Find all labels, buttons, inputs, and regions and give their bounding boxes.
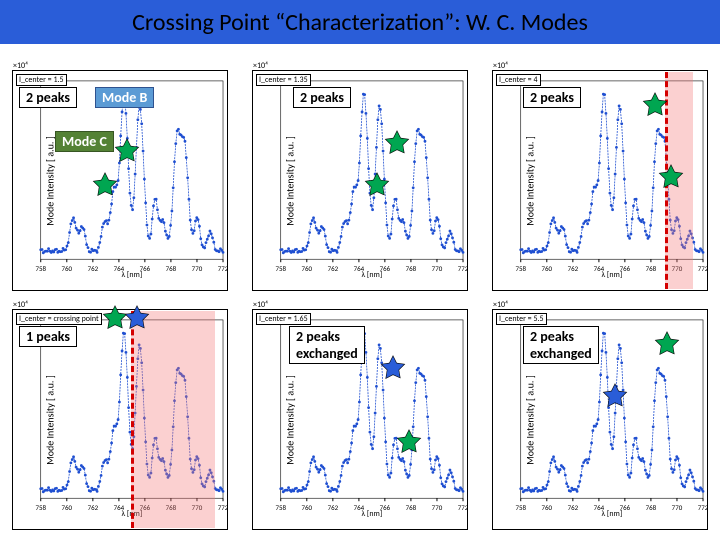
star-icon [653,330,681,358]
axis-exponent: ×10⁴ [13,61,28,71]
svg-text:λ [nm]: λ [nm] [601,270,622,279]
axis-exponent: ×10⁴ [253,300,268,310]
svg-text:λ [nm]: λ [nm] [601,509,622,518]
title-bar: Crossing Point “Characterization”: W. C.… [0,0,720,44]
panel-0-0: 758760762764766768770772λ [nm] ×10⁴Mode … [12,70,228,291]
panel-grid: 758760762764766768770772λ [nm] ×10⁴Mode … [12,70,708,530]
legend-chip: I_center = 4 [496,74,541,86]
svg-text:758: 758 [35,503,46,512]
axis-exponent: ×10⁴ [253,61,268,71]
panel-1-2: 758760762764766768770772λ [nm] ×10⁴Mode … [492,309,708,530]
annotation-label: Mode B [95,87,154,108]
svg-text:760: 760 [62,503,73,512]
svg-text:772: 772 [218,503,227,512]
svg-text:762: 762 [568,503,579,512]
y-axis-label: Mode Intensity [ a.u. ] [283,136,296,226]
y-axis-label: Mode Intensity [ a.u. ] [523,375,536,465]
svg-text:758: 758 [515,503,526,512]
svg-text:760: 760 [542,264,553,273]
svg-text:λ [nm]: λ [nm] [121,270,142,279]
star-icon [123,304,151,332]
annotation-label: 2 peaks exchanged [523,326,599,364]
legend-chip: I_center = 1.5 [16,74,67,86]
annotation-label: 1 peaks [19,326,77,347]
svg-text:760: 760 [302,503,313,512]
annotation-label: 2 peaks [293,87,351,108]
svg-text:772: 772 [218,264,227,273]
y-axis-label: Mode Intensity [ a.u. ] [43,375,56,465]
svg-text:λ [nm]: λ [nm] [361,270,382,279]
svg-text:758: 758 [35,264,46,273]
svg-text:772: 772 [698,503,707,512]
svg-text:758: 758 [515,264,526,273]
axis-exponent: ×10⁴ [493,300,508,310]
star-icon [601,382,629,410]
axis-exponent: ×10⁴ [493,61,508,71]
annotation-label: Mode C [55,131,114,152]
star-icon [383,129,411,157]
annotation-label: 2 peaks [523,87,581,108]
svg-text:760: 760 [302,264,313,273]
star-icon [379,354,407,382]
svg-text:772: 772 [458,264,467,273]
svg-text:762: 762 [568,264,579,273]
legend-chip: I_center = 1.35 [256,74,311,86]
page-title: Crossing Point “Characterization”: W. C.… [132,8,588,37]
svg-text:762: 762 [88,264,99,273]
svg-text:770: 770 [432,264,443,273]
svg-text:770: 770 [672,503,683,512]
svg-text:770: 770 [192,264,203,273]
star-icon [91,171,119,199]
y-axis-label: Mode Intensity [ a.u. ] [283,375,296,465]
svg-text:758: 758 [275,264,286,273]
svg-text:770: 770 [432,503,443,512]
svg-text:762: 762 [328,264,339,273]
legend-chip: I_center = 5.5 [496,313,547,325]
star-icon [113,137,141,165]
star-icon [657,163,685,191]
svg-text:762: 762 [88,503,99,512]
y-axis-label: Mode Intensity [ a.u. ] [523,136,536,226]
svg-text:768: 768 [166,264,177,273]
svg-text:λ [nm]: λ [nm] [361,509,382,518]
annotation-label: 2 peaks exchanged [289,326,365,364]
panel-0-1: 758760762764766768770772λ [nm] ×10⁴Mode … [252,70,468,291]
svg-text:758: 758 [275,503,286,512]
highlight-band [131,311,215,528]
svg-text:768: 768 [646,503,657,512]
svg-text:760: 760 [542,503,553,512]
panel-1-0: 758760762764766768770772λ [nm] ×10⁴Mode … [12,309,228,530]
star-icon [395,428,423,456]
axis-exponent: ×10⁴ [13,300,28,310]
panel-0-2: 758760762764766768770772λ [nm] ×10⁴Mode … [492,70,708,291]
svg-text:772: 772 [698,264,707,273]
svg-text:762: 762 [328,503,339,512]
svg-text:768: 768 [406,264,417,273]
panel-1-1: 758760762764766768770772λ [nm] ×10⁴Mode … [252,309,468,530]
legend-chip: I_center = crossing point [16,313,102,325]
star-icon [363,171,391,199]
annotation-label: 2 peaks [19,87,77,108]
svg-text:768: 768 [646,264,657,273]
svg-text:768: 768 [406,503,417,512]
svg-text:760: 760 [62,264,73,273]
legend-chip: I_center = 1.65 [256,313,311,325]
star-icon [641,91,669,119]
svg-text:772: 772 [458,503,467,512]
